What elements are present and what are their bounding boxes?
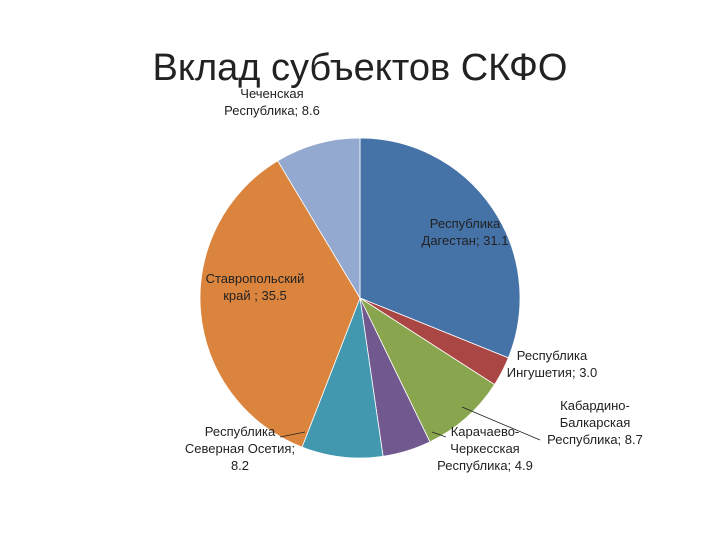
data-label: Чеченская Республика; 8.6 [224, 86, 320, 118]
pie-slice [277, 137, 361, 300]
data-label: Ставропольский край ; 35.5 [206, 271, 305, 303]
data-label: Республика Северная Осетия; 8.2 [185, 424, 295, 473]
data-label: Республика Дагестан; 31.1 [422, 216, 509, 248]
pie-slice [359, 296, 496, 443]
pie-slice [199, 160, 361, 448]
data-label: Карачаево-Черкесская Республика; 4.9 [437, 424, 533, 473]
chart-title: Вклад субъектов СКФО [153, 47, 568, 89]
leader-line [461, 406, 541, 441]
leader-line [279, 431, 306, 438]
leader-line [431, 431, 447, 438]
data-label: Республика Ингушетия; 3.0 [507, 348, 598, 380]
pie-slice [359, 137, 521, 359]
data-label: Кабардино-Балкарская Республика; 8.7 [547, 398, 643, 447]
